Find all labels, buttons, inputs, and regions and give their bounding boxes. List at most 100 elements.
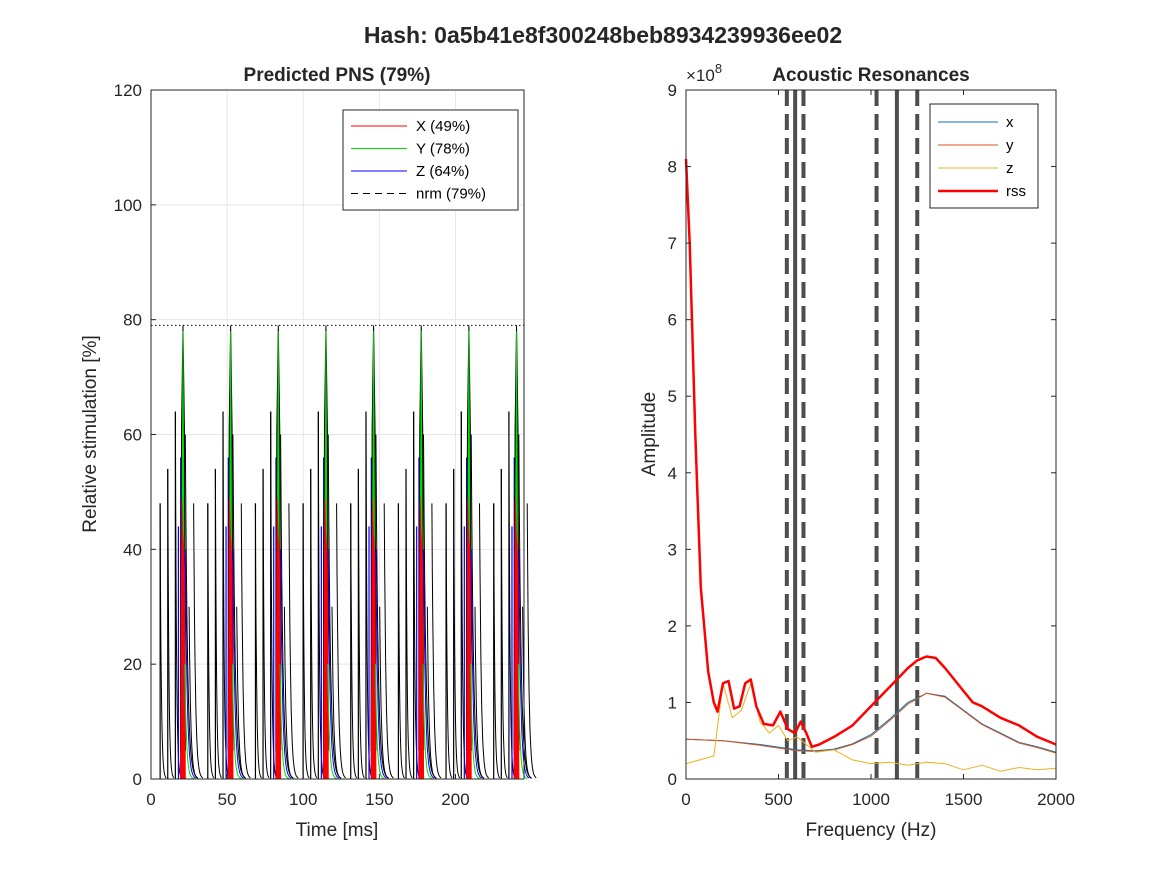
- pns-ytick-label: 60: [123, 426, 142, 445]
- pns-legend-label: nrm (79%): [416, 186, 486, 203]
- pns-decay-line: [383, 503, 394, 779]
- pns-decay-line: [207, 503, 215, 779]
- pns-decay-line: [188, 606, 199, 779]
- pns-decay-line: [327, 549, 340, 779]
- acoustic-panel: 0 500 1000 1500 2000 0 1 2 3 4 5 6 7 8 9 Acoustic Reso…: [639, 61, 1075, 841]
- pns-decay-line: [262, 468, 270, 779]
- pns-decay-line: [214, 468, 222, 779]
- acoustic-xtick-label: 2000: [1037, 790, 1075, 809]
- acoustic-ylabel: Amplitude: [639, 392, 660, 477]
- acoustic-ytick-label: 2: [668, 617, 677, 636]
- pns-decay-line: [423, 549, 435, 779]
- pns-ticks: 0 50 100 150 200 0 20 40 60 80 100 120: [114, 81, 470, 809]
- pns-pulse: [302, 325, 346, 780]
- pns-decay-line: [357, 468, 365, 779]
- pns-panel: 0 50 100 150 200 0 20 40 60 80 100 120 Predicted PN…: [80, 65, 537, 841]
- figure-title: Hash: 0a5b41e8f300248beb8934239936ee02: [364, 22, 842, 48]
- pns-decay-line: [517, 664, 528, 780]
- pns-decay-line: [479, 503, 489, 779]
- pns-decay-line: [493, 503, 501, 779]
- pns-xtick-label: 50: [218, 790, 237, 809]
- pns-xtick-label: 150: [365, 790, 393, 809]
- pns-legend: X (49%) Y (78%) Z (64%) nrm (79%): [342, 109, 519, 211]
- acoustic-xlabel: Frequency (Hz): [806, 820, 937, 841]
- pns-decay-line: [232, 549, 244, 779]
- pns-ytick-label: 20: [123, 655, 142, 674]
- acoustic-ticks: 0 500 1000 1500 2000 0 1 2 3 4 5 6 7 8 9: [668, 81, 1075, 809]
- acoustic-y-exponent: ×108: [686, 61, 722, 85]
- acoustic-xtick-label: 1500: [945, 790, 983, 809]
- pns-decay-line: [453, 468, 461, 779]
- acoustic-legend-label: rss: [1006, 183, 1026, 200]
- pns-decay-line: [240, 503, 251, 779]
- pns-xtick-label: 100: [289, 790, 317, 809]
- acoustic-xtick-label: 500: [764, 790, 792, 809]
- acoustic-ytick-label: 5: [668, 387, 677, 406]
- pns-decay-line: [310, 468, 318, 779]
- pns-ytick-label: 120: [114, 81, 142, 100]
- pns-decay-line: [445, 503, 453, 779]
- pns-decay-line: [500, 468, 508, 779]
- acoustic-title: Acoustic Resonances: [772, 65, 969, 86]
- acoustic-legend-label: z: [1006, 160, 1014, 177]
- pns-ytick-label: 0: [133, 770, 142, 789]
- pns-decay-line: [331, 606, 342, 779]
- acoustic-legend-label: y: [1006, 137, 1014, 154]
- pns-xtick-label: 200: [441, 790, 469, 809]
- pns-pulse: [207, 325, 251, 780]
- pns-legend-label: Z (64%): [416, 163, 469, 180]
- acoustic-ytick-label: 6: [668, 311, 677, 330]
- pns-decay-line: [167, 468, 175, 779]
- pns-decay-line: [379, 606, 389, 779]
- pns-legend-label: Y (78%): [416, 141, 470, 158]
- pns-title: Predicted PNS (79%): [244, 65, 431, 86]
- acoustic-series-z: [685, 682, 1057, 772]
- acoustic-plot-area: [684, 158, 1057, 772]
- pns-decay-line: [280, 549, 292, 779]
- pns-decay-line: [283, 606, 294, 779]
- pns-decay-line: [184, 549, 197, 779]
- pns-decay-line: [474, 606, 485, 779]
- acoustic-ytick-label: 1: [668, 693, 677, 712]
- acoustic-series-y: [685, 692, 1057, 754]
- pns-decay-line: [288, 503, 299, 779]
- pns-decay-line: [470, 549, 483, 779]
- acoustic-series-rss: [684, 158, 1057, 749]
- pns-xlabel: Time [ms]: [296, 820, 379, 841]
- pns-pulse: [254, 325, 299, 780]
- pns-ylabel: Relative stimulation [%]: [80, 335, 101, 532]
- acoustic-ytick-label: 7: [668, 234, 677, 253]
- pns-pulse: [445, 325, 489, 780]
- pns-decay-line: [279, 664, 290, 780]
- pns-decay-line: [302, 503, 310, 779]
- pns-ytick-label: 80: [123, 311, 142, 330]
- pns-decay-line: [193, 503, 204, 779]
- pns-decay-line: [470, 664, 481, 780]
- acoustic-ytick-label: 3: [668, 540, 677, 559]
- pns-decay-line: [405, 468, 413, 779]
- pns-legend-label: X (49%): [416, 118, 470, 135]
- acoustic-legend: xyz rss: [929, 103, 1039, 209]
- pns-decay-line: [375, 549, 387, 779]
- pns-decay-line: [336, 503, 346, 779]
- pns-decay-line: [431, 503, 442, 779]
- exponent-power: 8: [715, 61, 722, 76]
- pns-decay-line: [159, 503, 167, 779]
- resonance-bands: [784, 90, 920, 779]
- exponent-base: ×10: [686, 66, 715, 85]
- pns-pulse: [159, 325, 204, 780]
- pns-decay-line: [426, 606, 437, 779]
- pns-decay-line: [397, 503, 405, 779]
- acoustic-legend-label: x: [1006, 114, 1014, 131]
- pns-decay-line: [422, 664, 433, 780]
- pns-decay-line: [526, 503, 537, 779]
- pns-pulse: [350, 325, 394, 780]
- acoustic-series-x: [685, 692, 1057, 753]
- pns-decay-line: [374, 664, 385, 780]
- pns-decay-line: [254, 503, 262, 779]
- pns-decay-line: [327, 664, 338, 780]
- acoustic-ytick-label: 8: [668, 158, 677, 177]
- pns-decay-line: [350, 503, 358, 779]
- pns-decay-line: [184, 664, 195, 780]
